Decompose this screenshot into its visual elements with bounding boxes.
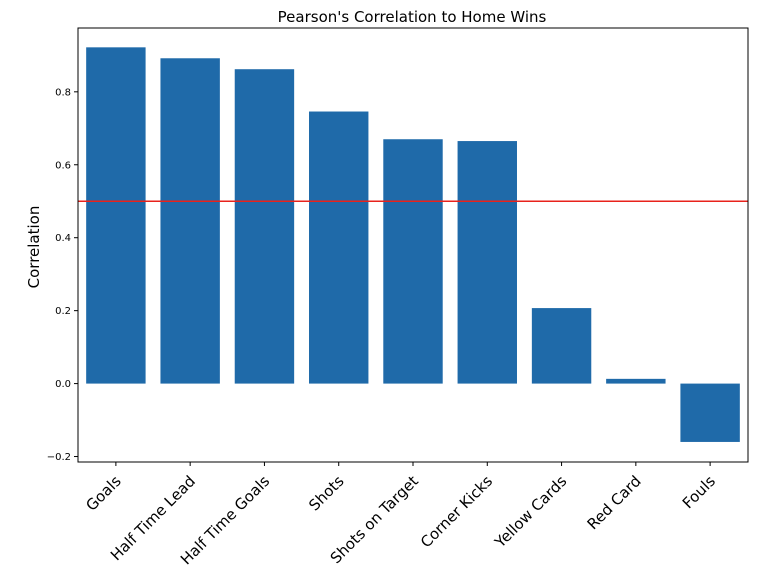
bar-corner-kicks [457, 141, 517, 384]
y-tick-label: −0.2 [47, 452, 71, 463]
bar-yellow-cards [531, 308, 592, 384]
x-tick-label: Fouls [679, 472, 719, 512]
bar-goals [86, 47, 146, 384]
chart-title: Pearson's Correlation to Home Wins [278, 8, 547, 26]
x-tick-label: Corner Kicks [417, 472, 496, 551]
bar-red-card [606, 378, 666, 384]
bar-shots-on-target [383, 139, 443, 384]
x-tick-label: Shots [305, 472, 347, 514]
bar-half-time-lead [160, 58, 220, 384]
y-tick-label: 0.6 [55, 160, 71, 171]
x-tick-label: Yellow Cards [491, 472, 571, 552]
x-tick-label: Red Card [584, 472, 645, 533]
bar-shots [309, 111, 369, 384]
x-tick-label: Goals [82, 472, 125, 515]
bar-fouls [680, 383, 740, 442]
y-axis-label: Correlation [25, 206, 43, 289]
y-tick-label: 0.2 [55, 306, 71, 317]
y-tick-label: 0.8 [55, 87, 71, 98]
y-tick-label: 0.0 [55, 379, 71, 390]
bar-half-time-goals [234, 69, 295, 384]
y-tick-label: 0.4 [55, 233, 71, 244]
